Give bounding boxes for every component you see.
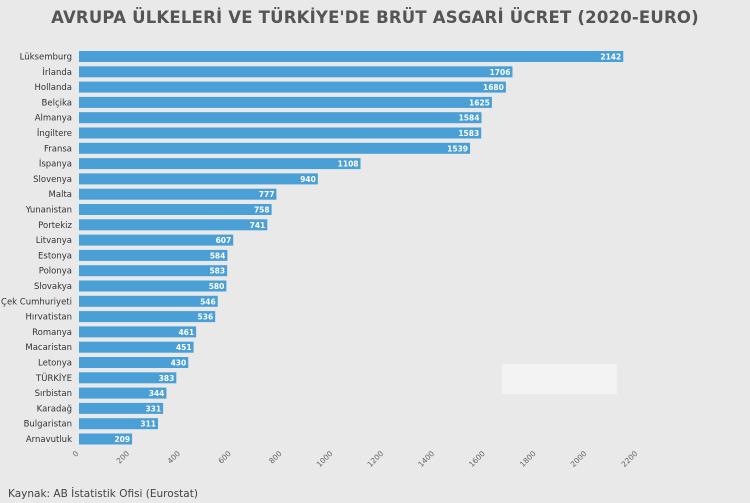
category-label: Portekiz	[38, 221, 72, 231]
legend-box	[502, 364, 617, 394]
category-label: Belçika	[42, 98, 72, 108]
bar	[79, 341, 194, 353]
category-label: Macaristan	[25, 343, 72, 353]
bar-value-label: 209	[114, 435, 130, 444]
bar-value-label: 583	[209, 267, 225, 276]
category-label: Yunanistan	[25, 206, 72, 216]
bar	[79, 265, 228, 277]
bar	[79, 326, 197, 338]
x-tick-label: 1200	[365, 449, 385, 469]
category-label: Bulgaristan	[24, 420, 72, 430]
chart-title: AVRUPA ÜLKELERİ VE TÜRKİYE'DE BRÜT ASGAR…	[51, 8, 699, 27]
bar-value-label: 344	[149, 389, 165, 398]
bar-value-label: 777	[259, 190, 275, 199]
bar	[79, 295, 218, 307]
bar	[79, 387, 167, 399]
bar	[79, 112, 482, 124]
category-label: Romanya	[32, 328, 72, 338]
x-tick-label: 0	[71, 449, 81, 459]
category-label: İrlanda	[42, 67, 72, 78]
bar-value-label: 2142	[600, 53, 621, 62]
bar	[79, 357, 189, 368]
category-label: Slovenya	[33, 175, 72, 185]
category-label: İspanya	[39, 159, 72, 170]
x-tick-label: 600	[216, 449, 233, 466]
category-label: Almanya	[35, 114, 72, 124]
bar-value-label: 758	[254, 206, 270, 215]
bar	[79, 402, 164, 414]
bar	[79, 372, 177, 384]
bar-value-label: 741	[250, 221, 266, 230]
bar	[79, 66, 513, 78]
bar	[79, 204, 272, 215]
bar-value-label: 940	[300, 175, 316, 184]
bar-value-label: 1583	[458, 129, 479, 138]
bar-value-label: 461	[178, 328, 194, 337]
category-label: Slovakya	[34, 282, 72, 292]
bar	[79, 249, 228, 261]
bar-value-label: 430	[171, 359, 187, 368]
bar	[79, 51, 624, 62]
bar-value-label: 584	[210, 251, 226, 260]
bar-value-label: 546	[200, 297, 216, 306]
bar	[79, 188, 277, 200]
bar-value-label: 1108	[338, 160, 359, 169]
bar-value-label: 1625	[469, 98, 490, 107]
category-label: Arnavutluk	[26, 435, 72, 445]
source-note: Kaynak: AB İstatistik Ofisi (Eurostat)	[8, 488, 198, 500]
bar	[79, 127, 482, 139]
bar-value-label: 536	[198, 313, 214, 322]
category-label: Sırbistan	[35, 389, 72, 399]
bar	[79, 173, 318, 185]
bar	[79, 96, 492, 108]
bar-value-label: 451	[176, 343, 192, 352]
category-label: Letonya	[38, 359, 72, 369]
category-label: İngiltere	[37, 128, 72, 139]
x-tick-label: 1600	[467, 449, 487, 469]
x-tick-label: 400	[166, 449, 183, 466]
category-label: Estonya	[38, 251, 72, 261]
bar	[79, 311, 216, 323]
category-label: Litvanya	[36, 236, 72, 246]
x-tick-label: 2000	[569, 449, 589, 469]
bar	[79, 280, 227, 292]
category-label: Malta	[49, 190, 72, 200]
bar	[79, 219, 268, 231]
bar-value-label: 311	[140, 420, 156, 429]
x-tick-label: 1000	[315, 449, 335, 469]
x-tick-label: 200	[115, 449, 132, 466]
category-label: Lüksemburg	[20, 53, 72, 63]
x-tick-label: 2200	[620, 449, 640, 469]
bar	[79, 234, 234, 246]
bar-value-label: 1584	[459, 114, 480, 123]
bar-value-label: 1539	[447, 144, 468, 153]
bar-value-label: 607	[216, 236, 232, 245]
category-label: Fransa	[44, 144, 72, 154]
category-label: Hırvatistan	[25, 313, 72, 323]
bar	[79, 158, 361, 170]
category-label: Çek Cumhuriyeti	[1, 297, 72, 307]
x-tick-label: 800	[267, 449, 284, 466]
bar	[79, 433, 133, 445]
category-label: Polonya	[39, 267, 72, 277]
bar	[79, 81, 506, 93]
x-tick-label: 1400	[416, 449, 436, 469]
x-tick-label: 1800	[518, 449, 538, 469]
category-label: Hollanda	[34, 83, 72, 93]
bar-value-label: 331	[145, 404, 161, 413]
bar	[79, 418, 159, 430]
category-label: Karadağ	[37, 404, 72, 414]
bar-value-label: 383	[159, 374, 175, 383]
bar-value-label: 1680	[483, 83, 504, 92]
bar-value-label: 1706	[490, 68, 511, 77]
bar-value-label: 580	[209, 282, 225, 291]
bar	[79, 142, 471, 154]
category-label: TÜRKİYE	[35, 373, 72, 384]
